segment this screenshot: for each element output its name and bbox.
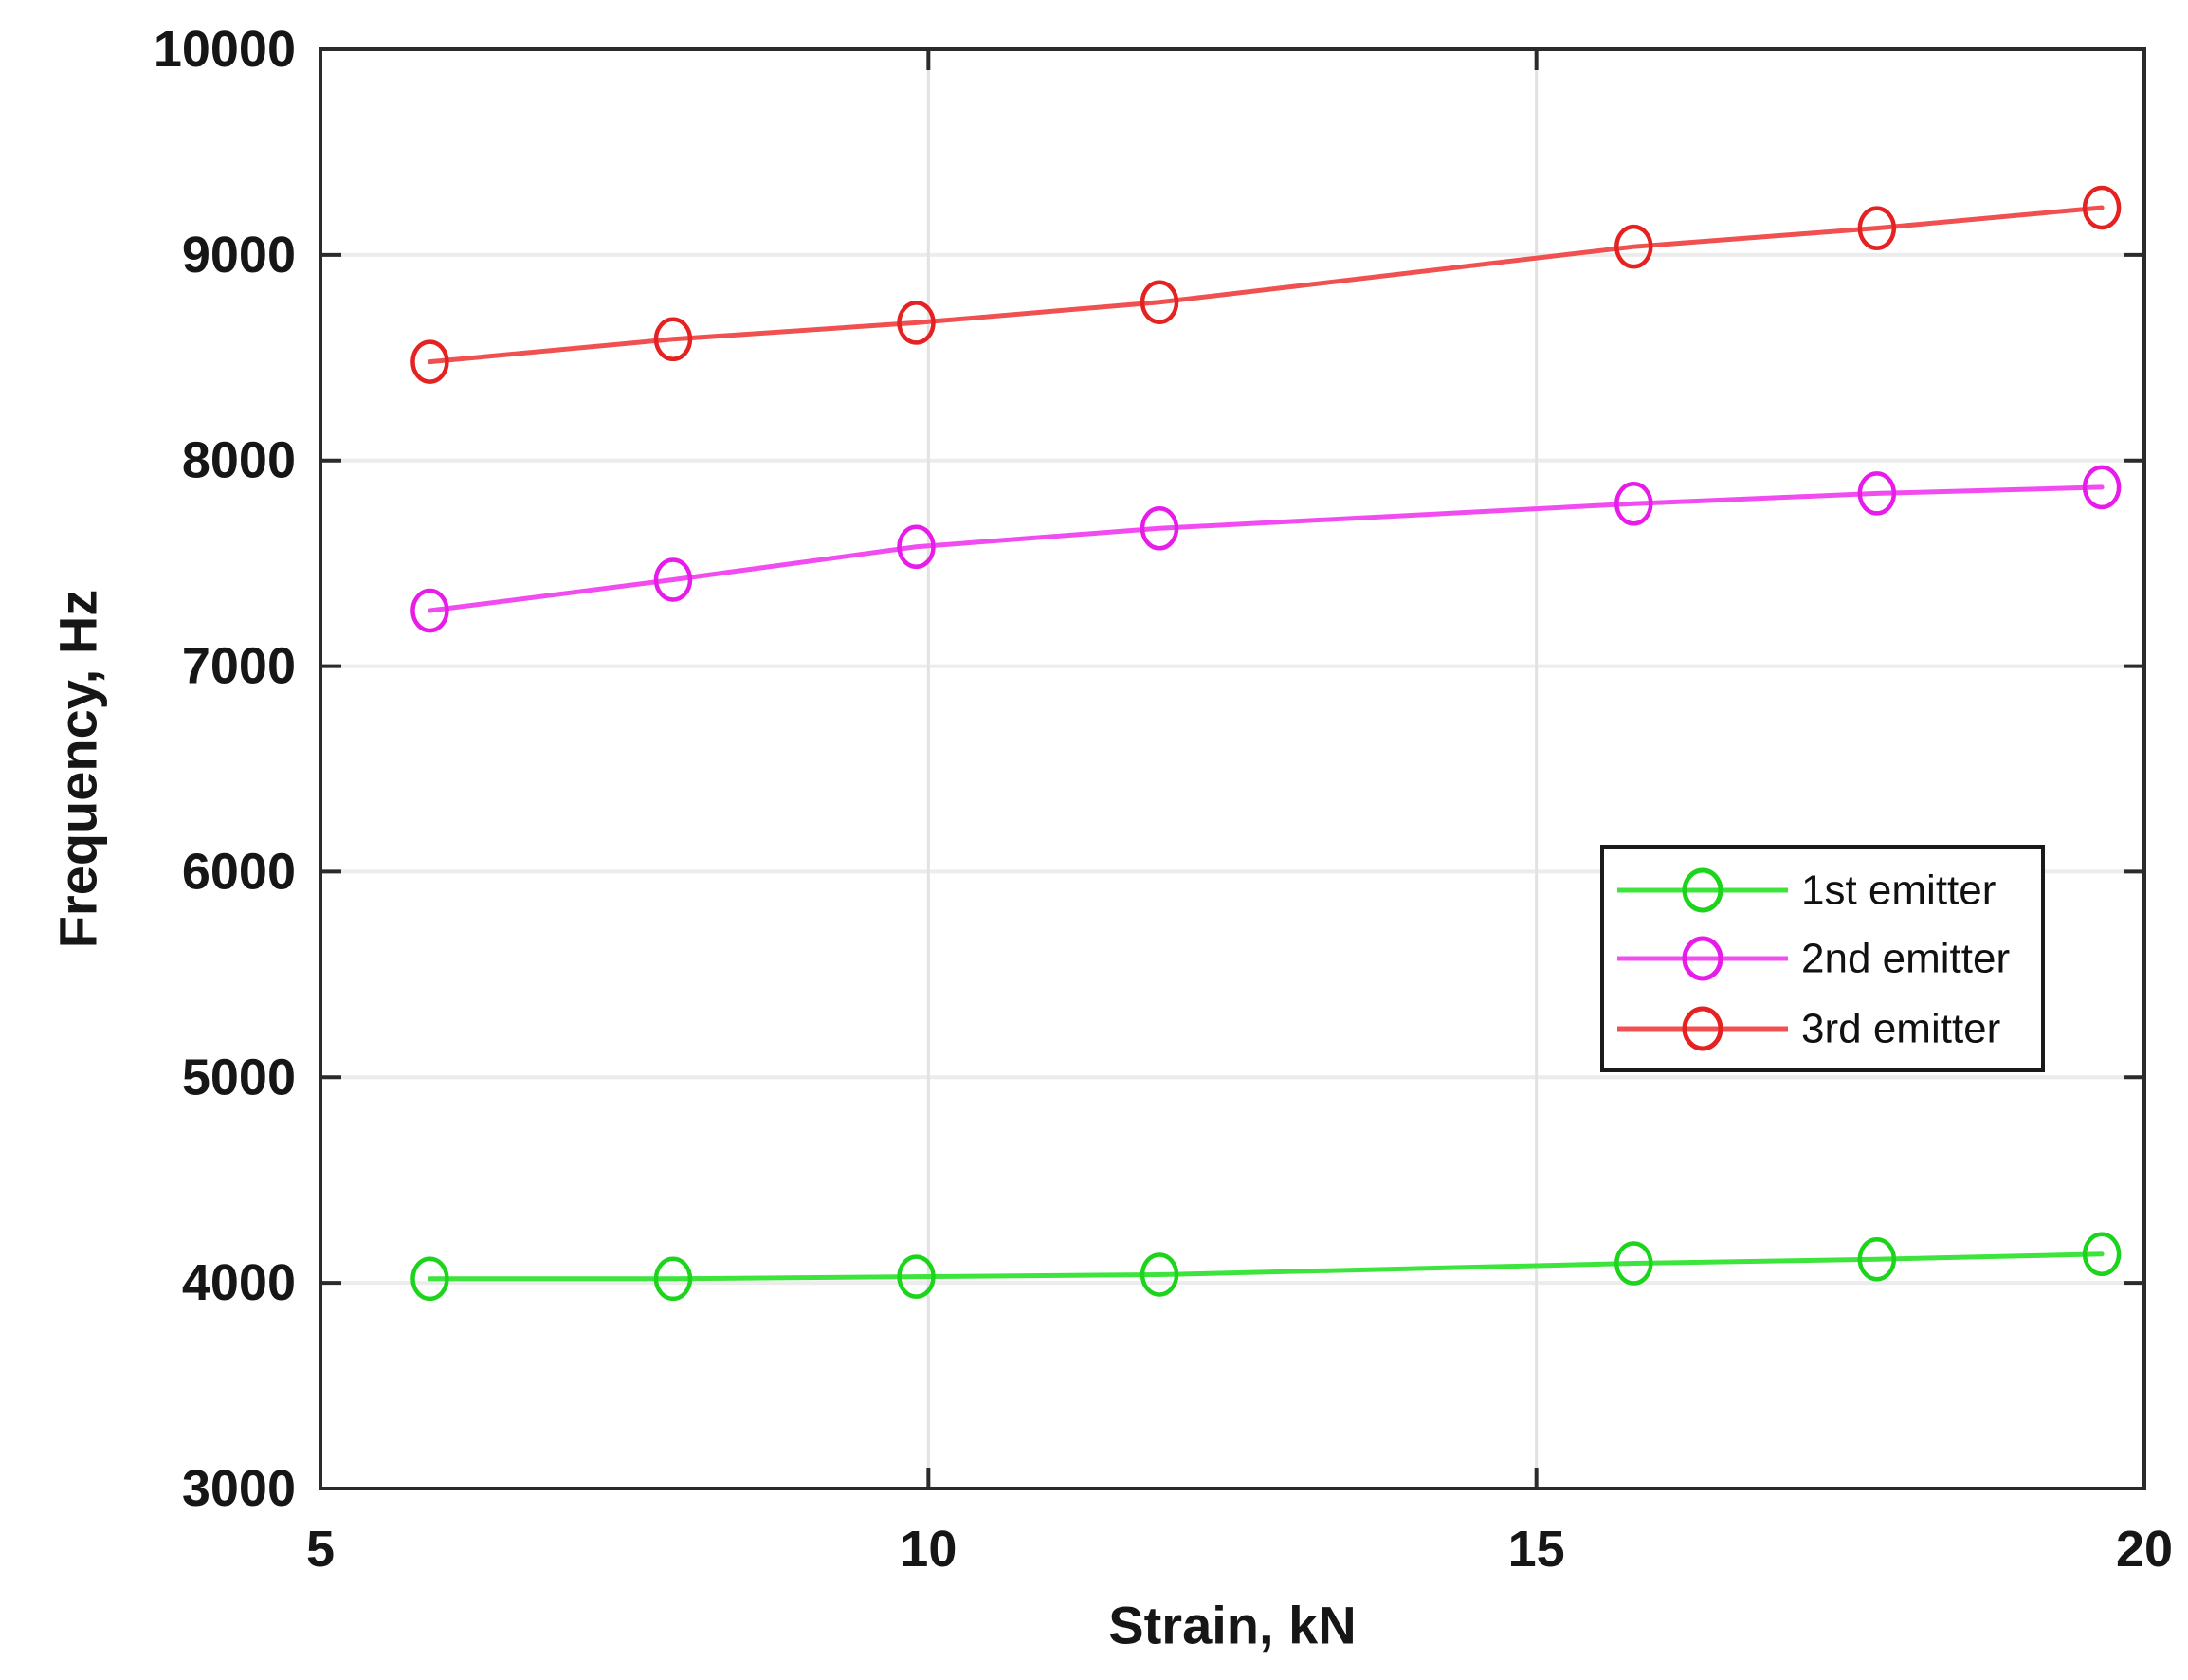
plot-box — [319, 47, 2146, 1490]
tick-labels: 3000 4000 5000 6000 7000 8000 9000 10000 5 10 15 20 — [154, 21, 2173, 1578]
data-point-marker-1st-emitter — [897, 1254, 936, 1299]
data-point-marker-2nd-emitter — [2082, 465, 2122, 510]
legend: 1st emitter 2nd emitter 3rd emitter — [1600, 845, 2045, 1072]
y-tick-label: 8000 — [182, 432, 296, 489]
data-point-marker-1st-emitter — [1614, 1241, 1653, 1286]
y-tick-label: 9000 — [182, 227, 296, 283]
y-tick-label: 6000 — [182, 843, 296, 900]
data-point-marker-1st-emitter — [653, 1256, 693, 1302]
x-tick-label: 10 — [900, 1521, 957, 1578]
data-point-marker-3rd-emitter — [897, 301, 936, 345]
legend-label: 3rd emitter — [1801, 1006, 2000, 1052]
y-tick-label: 7000 — [182, 638, 296, 695]
tick-marks — [319, 47, 2146, 1490]
data-series — [410, 185, 2122, 1302]
legend-entry-3rd-emitter: 3rd emitter — [1617, 1006, 2000, 1052]
y-tick-label: 5000 — [182, 1049, 296, 1105]
legend-marker-icon — [1682, 936, 1723, 981]
data-point-marker-2nd-emitter — [897, 524, 936, 570]
legend-label: 2nd emitter — [1801, 936, 2010, 982]
data-point-marker-1st-emitter — [1857, 1236, 1897, 1282]
y-tick-label: 3000 — [182, 1460, 296, 1517]
series-line-3rd-emitter — [427, 205, 2105, 365]
data-point-marker-3rd-emitter — [410, 339, 449, 384]
data-point-marker-3rd-emitter — [1140, 280, 1179, 324]
y-tick-label: 10000 — [154, 21, 296, 78]
x-axis-label: Strain, kN — [1108, 1596, 1356, 1655]
data-point-marker-3rd-emitter — [653, 317, 693, 362]
legend-label: 1st emitter — [1801, 867, 1996, 914]
x-tick-label: 15 — [1508, 1521, 1565, 1578]
data-point-marker-3rd-emitter — [1614, 224, 1653, 269]
y-tick-label: 4000 — [182, 1254, 296, 1311]
data-point-marker-1st-emitter — [2082, 1232, 2122, 1277]
data-point-marker-2nd-emitter — [1857, 471, 1897, 516]
axes-box — [319, 47, 2146, 1490]
data-point-marker-3rd-emitter — [1857, 206, 1897, 250]
data-point-marker-1st-emitter — [1140, 1252, 1179, 1297]
gridlines — [320, 49, 2144, 1488]
data-point-marker-2nd-emitter — [410, 588, 449, 633]
legend-marker-icon — [1682, 1006, 1723, 1051]
y-axis-label: Frequency, Hz — [48, 590, 108, 949]
data-point-marker-2nd-emitter — [653, 557, 693, 602]
series-line-1st-emitter — [427, 1251, 2105, 1282]
data-point-marker-2nd-emitter — [1614, 482, 1653, 526]
data-point-marker-2nd-emitter — [1140, 506, 1179, 551]
legend-entry-2nd-emitter: 2nd emitter — [1617, 936, 2010, 982]
data-point-marker-3rd-emitter — [2082, 185, 2122, 230]
legend-marker-icon — [1682, 867, 1723, 913]
legend-entry-1st-emitter: 1st emitter — [1617, 867, 1996, 914]
x-tick-label: 20 — [2116, 1521, 2173, 1578]
data-point-marker-1st-emitter — [410, 1256, 449, 1302]
series-line-2nd-emitter — [427, 484, 2105, 613]
x-tick-label: 5 — [306, 1521, 335, 1578]
